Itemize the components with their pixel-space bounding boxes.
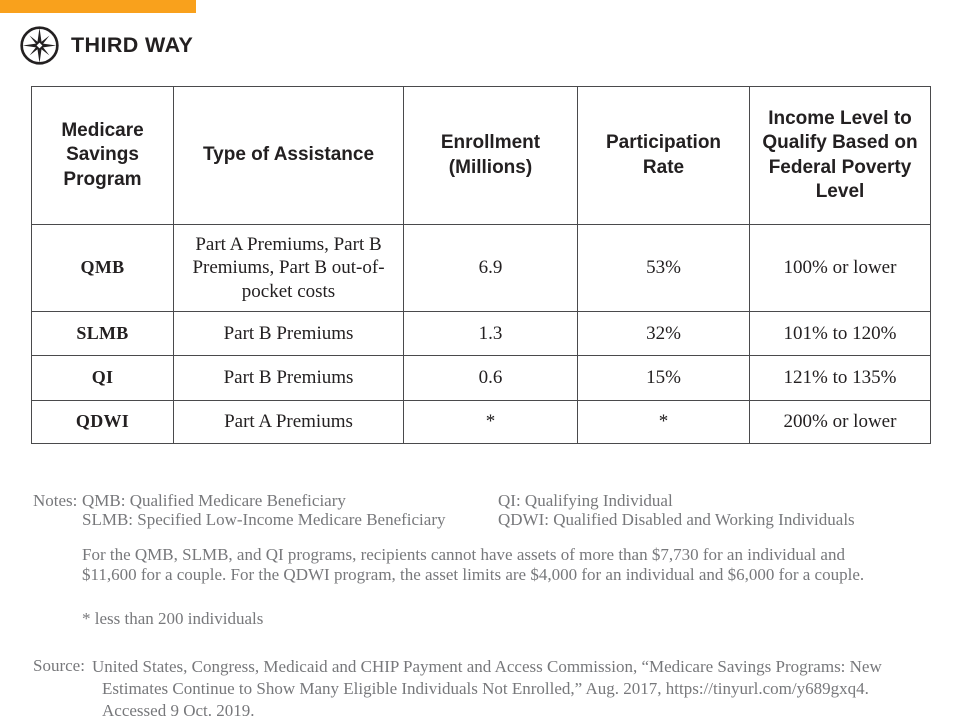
cell-participation: 32% [577,311,750,356]
header-cell-income-level: Income Level to Qualify Based on Federal… [749,86,931,225]
cell-participation: 15% [577,355,750,401]
note-definition-qdwi: QDWI: Qualified Disabled and Working Ind… [498,510,855,529]
header-cell-assistance: Type of Assistance [173,86,404,225]
table-row-qdwi: QDWI Part A Premiums * * 200% or lower [31,400,931,444]
cell-program: QMB [31,224,174,312]
header-cell-participation: Participation Rate [577,86,750,225]
cell-income-level: 100% or lower [749,224,931,312]
cell-program: QDWI [31,400,174,444]
table-header-row: Medicare Savings Program Type of Assista… [31,86,931,225]
cell-income-level: 121% to 135% [749,355,931,401]
table-row-slmb: SLMB Part B Premiums 1.3 32% 101% to 120… [31,311,931,356]
table-row-qi: QI Part B Premiums 0.6 15% 121% to 135% [31,355,931,401]
program-definitions-right: QI: Qualifying Individual QDWI: Qualifie… [498,491,855,529]
table-row-qmb: QMB Part A Premiums, Part B Premiums, Pa… [31,224,931,312]
note-definition-qmb: QMB: Qualified Medicare Beneficiary [82,491,346,510]
cell-enrollment: 1.3 [403,311,578,356]
cell-enrollment: 6.9 [403,224,578,312]
cell-enrollment: * [403,400,578,444]
cell-enrollment: 0.6 [403,355,578,401]
header-cell-program: Medicare Savings Program [31,86,174,225]
cell-assistance: Part B Premiums [173,311,404,356]
cell-assistance: Part A Premiums [173,400,404,444]
header-cell-enrollment: Enrollment (Millions) [403,86,578,225]
notes-label: Notes: [33,491,78,510]
note-definition-qi: QI: Qualifying Individual [498,491,673,510]
cell-assistance: Part A Premiums, Part B Premiums, Part B… [173,224,404,312]
program-definitions-left: QMB: Qualified Medicare Beneficiary SLMB… [82,491,445,529]
compass-star-icon [19,25,60,66]
cell-income-level: 200% or lower [749,400,931,444]
medicare-savings-programs-table: Medicare Savings Program Type of Assista… [31,86,931,444]
asterisk-footnote: * less than 200 individuals [82,609,264,628]
cell-participation: 53% [577,224,750,312]
asset-limits-note: For the QMB, SLMB, and QI programs, reci… [82,545,865,584]
cell-program: SLMB [31,311,174,356]
third-way-logo: THIRD WAY [19,25,193,66]
cell-assistance: Part B Premiums [173,355,404,401]
cell-income-level: 101% to 120% [749,311,931,356]
source-label: Source: [33,656,85,675]
top-accent-bar [0,0,196,13]
cell-program: QI [31,355,174,401]
cell-participation: * [577,400,750,444]
source-text: United States, Congress, Medicaid and CH… [92,657,882,720]
note-definition-slmb: SLMB: Specified Low-Income Medicare Bene… [82,510,446,529]
brand-wordmark: THIRD WAY [71,33,194,57]
